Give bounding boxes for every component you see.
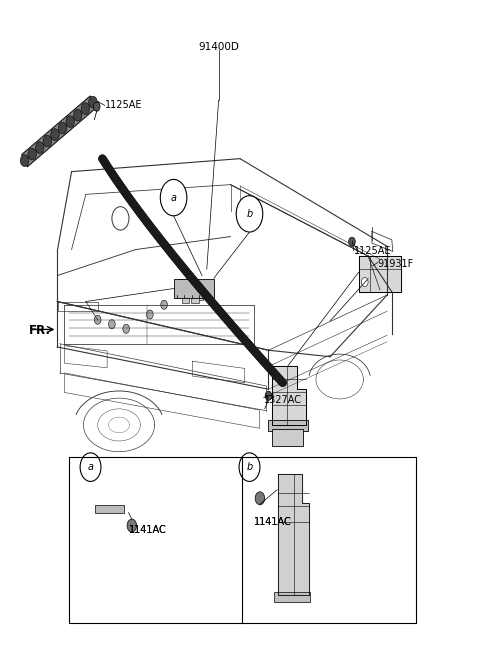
Circle shape bbox=[20, 155, 29, 166]
Text: a: a bbox=[87, 462, 94, 472]
Circle shape bbox=[89, 96, 97, 108]
Circle shape bbox=[265, 391, 272, 400]
Bar bbox=[181, 295, 189, 303]
Bar bbox=[193, 286, 201, 293]
Circle shape bbox=[95, 315, 101, 324]
Circle shape bbox=[80, 453, 101, 481]
Text: 1141AC: 1141AC bbox=[129, 525, 166, 535]
Text: 1141AC: 1141AC bbox=[254, 517, 292, 527]
Bar bbox=[174, 279, 214, 298]
Circle shape bbox=[112, 207, 129, 230]
Text: 1125AE: 1125AE bbox=[354, 246, 391, 256]
Text: 1125AE: 1125AE bbox=[105, 100, 142, 111]
Circle shape bbox=[94, 102, 100, 111]
Text: 1141AC: 1141AC bbox=[254, 517, 292, 527]
Bar bbox=[191, 295, 199, 303]
Circle shape bbox=[161, 300, 168, 309]
Polygon shape bbox=[278, 474, 309, 595]
Circle shape bbox=[123, 324, 130, 333]
Circle shape bbox=[51, 129, 59, 140]
Circle shape bbox=[66, 116, 74, 128]
Circle shape bbox=[28, 148, 36, 160]
Text: a: a bbox=[170, 193, 177, 202]
Polygon shape bbox=[22, 96, 96, 166]
Text: 1327AC: 1327AC bbox=[264, 395, 302, 405]
Bar bbox=[274, 592, 310, 601]
Text: b: b bbox=[246, 462, 252, 472]
Circle shape bbox=[81, 103, 90, 115]
Circle shape bbox=[146, 310, 153, 319]
Bar bbox=[196, 292, 204, 300]
Text: 91931F: 91931F bbox=[378, 259, 414, 269]
Text: FR.: FR. bbox=[29, 324, 51, 337]
Polygon shape bbox=[272, 366, 306, 425]
Circle shape bbox=[43, 136, 52, 147]
Circle shape bbox=[58, 122, 67, 134]
Circle shape bbox=[361, 278, 368, 287]
Text: 1141AC: 1141AC bbox=[129, 525, 166, 535]
Text: b: b bbox=[246, 209, 252, 219]
Circle shape bbox=[127, 519, 137, 532]
Circle shape bbox=[236, 196, 263, 232]
Bar bbox=[177, 280, 184, 288]
FancyBboxPatch shape bbox=[96, 505, 124, 513]
Circle shape bbox=[255, 492, 264, 505]
Circle shape bbox=[239, 453, 260, 481]
Circle shape bbox=[108, 320, 115, 329]
Circle shape bbox=[348, 237, 355, 246]
Polygon shape bbox=[359, 256, 401, 291]
Circle shape bbox=[160, 179, 187, 215]
Text: 91400D: 91400D bbox=[198, 42, 239, 52]
Bar bbox=[272, 430, 303, 445]
Circle shape bbox=[36, 141, 44, 153]
Bar bbox=[186, 276, 194, 284]
Circle shape bbox=[73, 109, 82, 121]
Bar bbox=[267, 420, 308, 432]
